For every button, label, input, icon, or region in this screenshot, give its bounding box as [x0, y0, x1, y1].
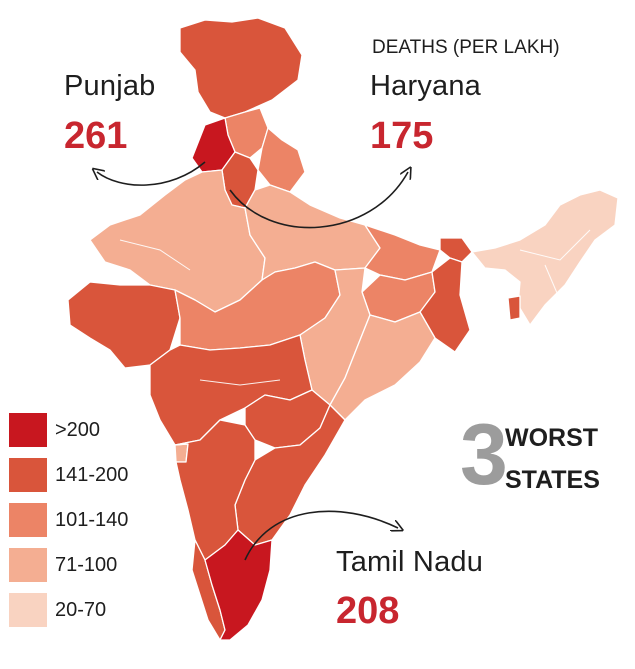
legend-item: 101-140: [9, 503, 209, 537]
legend-swatch: [9, 593, 47, 627]
legend-item: 141-200: [9, 458, 209, 492]
arrow-punjab: [97, 161, 206, 186]
deaths-title: DEATHS (PER LAKH): [372, 37, 560, 58]
state-assam-northeast: [471, 189, 619, 326]
legend-label: 141-200: [55, 464, 129, 486]
legend-swatch: [9, 503, 47, 537]
punjab-label: Punjab: [64, 70, 156, 102]
legend-item: >200: [9, 413, 209, 447]
legend-swatch: [9, 458, 47, 492]
state-odisha: [329, 311, 436, 421]
arrow-tamil-nadu: [244, 510, 398, 561]
state-west-bengal: [419, 257, 471, 353]
state-uttarakhand: [257, 127, 306, 193]
state-tripura: [507, 295, 521, 321]
legend-label: 71-100: [55, 554, 118, 576]
worst-line2: STATES: [505, 466, 600, 494]
tamil-nadu-value: 208: [336, 590, 400, 632]
state-bihar: [364, 224, 441, 281]
tamil-nadu-label: Tamil Nadu: [336, 546, 484, 578]
legend-item: 20-70: [9, 593, 209, 627]
haryana-label: Haryana: [370, 70, 482, 102]
arrow-haryana: [229, 172, 408, 229]
legend-swatch: [9, 548, 47, 582]
legend-label: >200: [55, 419, 101, 441]
haryana-value: 175: [370, 115, 434, 157]
legend-swatch: [9, 413, 47, 447]
internal-boundaries: [119, 229, 591, 386]
legend-label: 101-140: [55, 509, 129, 531]
worst-line1: WORST: [505, 424, 599, 452]
state-jammu-kashmir: [179, 17, 303, 119]
punjab-value: 261: [64, 115, 128, 157]
legend-label: 20-70: [55, 599, 107, 621]
worst-number: 3: [460, 407, 508, 503]
legend-item: 71-100: [9, 548, 209, 582]
state-west-bengal-north: [439, 237, 473, 263]
state-tamil-nadu: [204, 529, 273, 641]
